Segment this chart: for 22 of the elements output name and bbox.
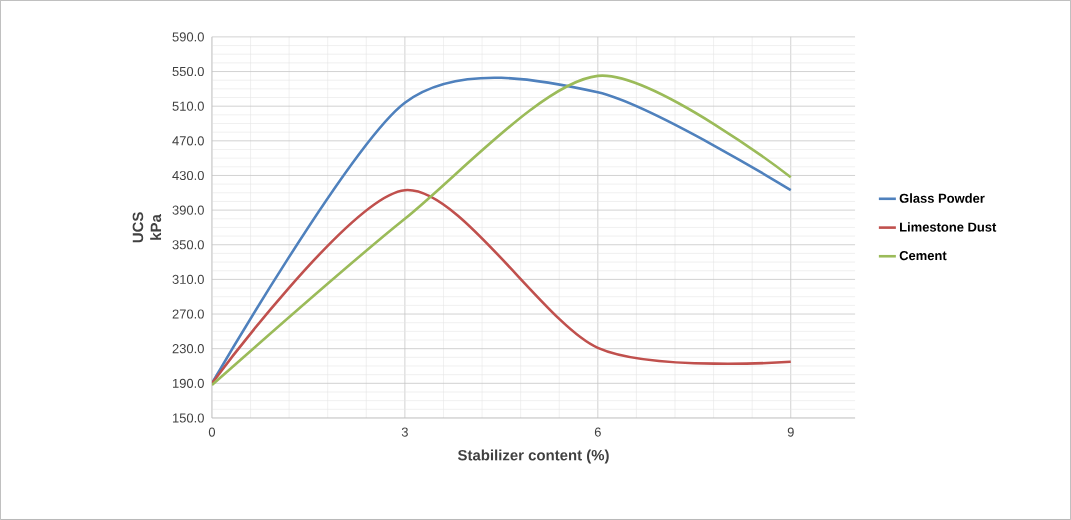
y-axis-title: UCS kPa	[132, 212, 162, 243]
x-tick-label: 0	[208, 427, 216, 437]
y-tick-label: 430.0	[172, 170, 204, 181]
y-tick-label: 510.0	[172, 101, 204, 111]
y-tick-label: 390.0	[172, 205, 204, 215]
x-axis-title: Stabilizer content (%)	[457, 449, 609, 464]
y-tick-label: 310.0	[172, 274, 204, 285]
legend-label: Glass Powder	[899, 193, 985, 203]
line-series	[211, 188, 793, 385]
y-tick-label: 230.0	[172, 344, 204, 354]
x-tick-label: 3	[401, 427, 408, 437]
y-tick-label: 350.0	[172, 240, 204, 250]
legend-label: Cement	[899, 251, 947, 261]
y-tick-label: 270.0	[172, 309, 204, 319]
y-tick-label: 590.0	[172, 32, 204, 42]
x-tick-label: 9	[787, 427, 794, 437]
x-tick-label: 6	[594, 427, 601, 437]
y-tick-label: 470.0	[172, 136, 204, 146]
y-tick-label: 190.0	[172, 378, 204, 388]
y-tick-label: 550.0	[172, 66, 204, 77]
legend-label: Limestone Dust	[900, 222, 997, 232]
y-tick-label: 150.0	[172, 413, 204, 423]
